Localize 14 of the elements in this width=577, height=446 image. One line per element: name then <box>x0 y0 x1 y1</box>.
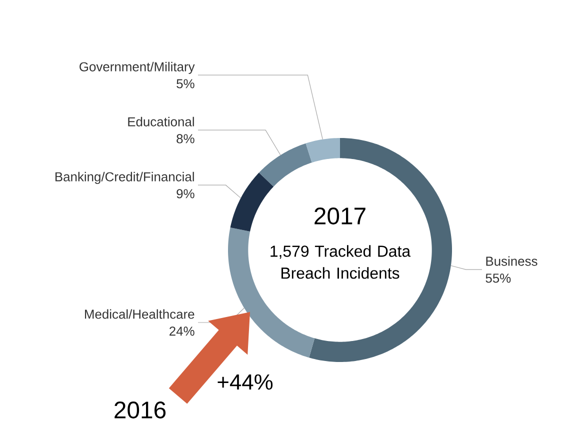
text: 1,579 Tracked Data Breach Incidents <box>270 245 411 279</box>
data-label: 9% <box>176 189 194 198</box>
data-label: 55% <box>486 274 511 283</box>
slice-label: Banking/Credit/Financial <box>55 172 194 184</box>
text: 2016 <box>114 402 166 418</box>
slice-label: Government/Military <box>80 62 195 74</box>
slice-label: Business <box>486 256 538 266</box>
data-label: 8% <box>176 134 194 144</box>
data-label: 5% <box>176 79 194 88</box>
slice-label: Educational <box>128 116 194 126</box>
data-label: 24% <box>170 326 194 336</box>
slice-label: Medical/Healthcare <box>85 309 194 319</box>
text: 2017 <box>314 208 366 224</box>
text: +44% <box>218 374 273 390</box>
